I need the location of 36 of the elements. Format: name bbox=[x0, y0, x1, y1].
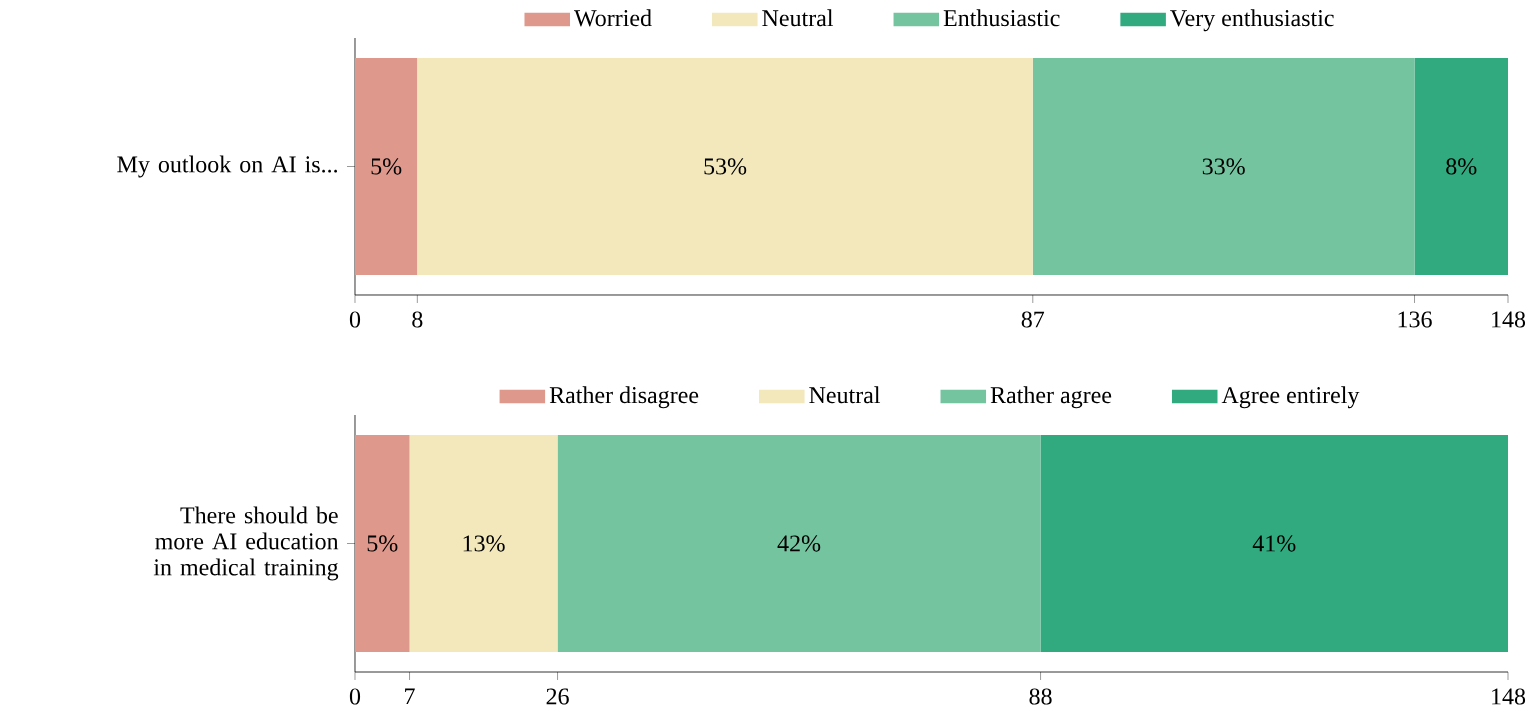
x-tick-label: 136 bbox=[1398, 311, 1432, 328]
annotation: 41% bbox=[1252, 535, 1296, 552]
annotation: 33% bbox=[1202, 158, 1245, 175]
bar bbox=[355, 58, 418, 275]
y-tick-label: My outlook on AI is... bbox=[117, 155, 338, 178]
legend-label: Rather disagree bbox=[549, 386, 699, 409]
bar bbox=[417, 58, 1033, 275]
x-tick-label: 0 bbox=[349, 311, 361, 328]
x-tick-label: 7 bbox=[405, 688, 415, 705]
y-tick-label: There should be more AI education in medical training bbox=[153, 506, 339, 581]
legend-label: Worried bbox=[574, 9, 652, 27]
annotation: 5% bbox=[371, 158, 402, 175]
legend-label: Agree entirely bbox=[1221, 386, 1360, 409]
annotation: 8% bbox=[1446, 158, 1477, 175]
x-tick-label: 8 bbox=[412, 311, 423, 328]
x-tick-label: 0 bbox=[349, 688, 361, 705]
legend-label: Enthusiastic bbox=[943, 9, 1060, 27]
bar bbox=[1032, 58, 1415, 275]
annotation: 5% bbox=[367, 535, 398, 552]
bar bbox=[1040, 435, 1509, 652]
legend-label: Rather agree bbox=[990, 386, 1112, 409]
annotation: 42% bbox=[777, 535, 821, 552]
x-tick-label: 87 bbox=[1021, 311, 1045, 328]
annotation: 13% bbox=[463, 535, 505, 552]
bar bbox=[1414, 58, 1509, 275]
legend-label: Neutral bbox=[762, 9, 834, 27]
annotation: 53% bbox=[704, 158, 747, 175]
bar bbox=[409, 435, 558, 652]
x-tick-label: 26 bbox=[546, 688, 569, 705]
x-tick-label: 88 bbox=[1029, 688, 1052, 705]
bar bbox=[557, 435, 1041, 652]
bar bbox=[355, 435, 410, 652]
legend-label: Very enthusiastic bbox=[1170, 9, 1334, 32]
legend-label: Neutral bbox=[809, 386, 881, 404]
x-tick-label: 148 bbox=[1492, 311, 1526, 328]
x-tick-label: 148 bbox=[1492, 688, 1526, 705]
